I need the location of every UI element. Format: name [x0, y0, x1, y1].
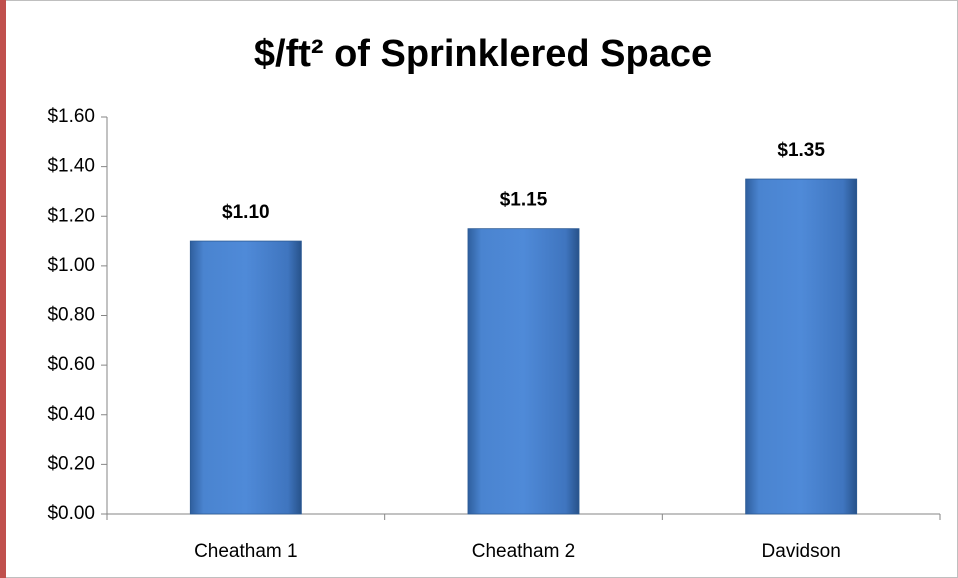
- data-label: $1.10: [222, 202, 270, 223]
- y-tick-label: $0.40: [47, 404, 95, 425]
- left-border: [0, 0, 6, 578]
- x-tick-label: Cheatham 2: [472, 541, 576, 562]
- y-tick-label: $1.60: [47, 106, 95, 127]
- x-tick-label: Davidson: [762, 541, 841, 562]
- bar: [189, 240, 302, 515]
- y-tick-label: $0.60: [47, 354, 95, 375]
- bar: [467, 228, 580, 515]
- bar: [745, 178, 858, 515]
- data-label: $1.35: [777, 140, 825, 161]
- y-tick-label: $0.00: [47, 503, 95, 524]
- x-tick-label: Cheatham 1: [194, 541, 298, 562]
- y-tick-label: $1.40: [47, 156, 95, 177]
- data-label: $1.15: [500, 190, 548, 211]
- y-tick-label: $0.20: [47, 453, 95, 474]
- y-tick-label: $0.80: [47, 305, 95, 326]
- chart-title: $/ft² of Sprinklered Space: [254, 33, 712, 75]
- y-tick-label: $1.20: [47, 205, 95, 226]
- y-tick-label: $1.00: [47, 255, 95, 276]
